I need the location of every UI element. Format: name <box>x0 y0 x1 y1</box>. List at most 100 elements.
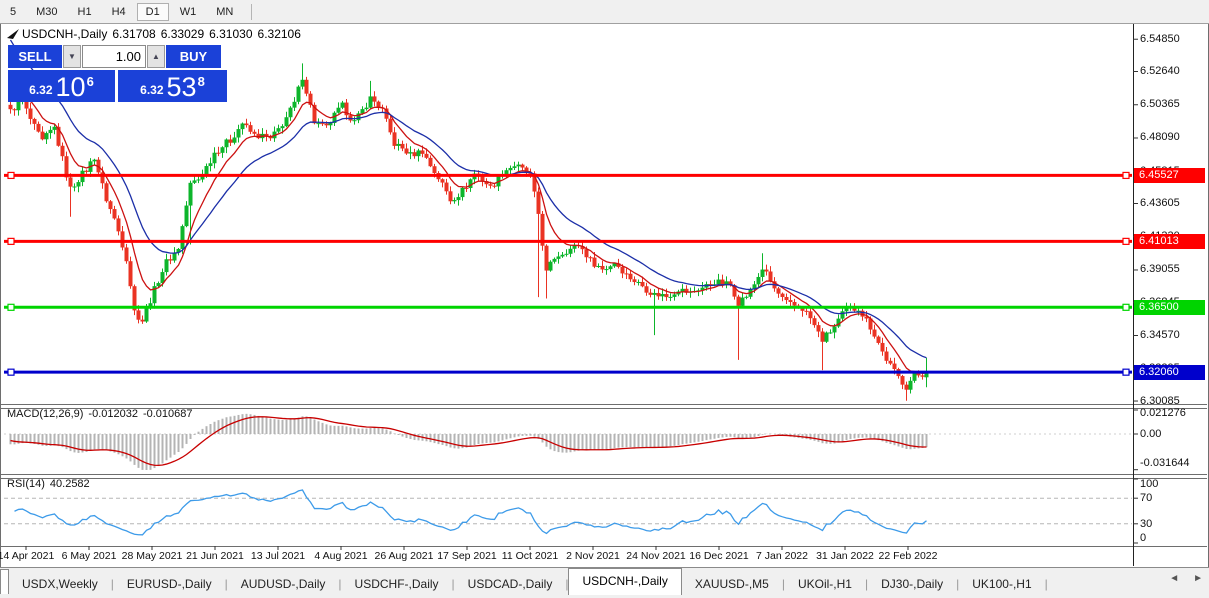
macd-signal-value: -0.010687 <box>142 408 193 420</box>
rsi-axis-label: 30 <box>1140 517 1153 530</box>
date-tick-label: 13 Jul 2021 <box>250 550 306 562</box>
date-tick-label: 16 Dec 2021 <box>689 550 749 562</box>
macd-axis-label: -0.031644 <box>1140 457 1190 469</box>
volume-increase-button[interactable]: ▲ <box>147 45 165 68</box>
chart-tab-bar: USDX,Weekly | EURUSD-,Daily | AUDUSD-,Daily |… <box>0 567 1209 598</box>
chart-symbol-period: USDCNH-,Daily <box>22 27 108 41</box>
macd-main-value: -0.012032 <box>88 408 138 420</box>
macd-name: MACD(12,26,9) <box>7 408 84 420</box>
date-tick-label: 24 Nov 2021 <box>626 550 686 562</box>
timeframe-toolbar: 5 M30 H1 H4 D1 W1 MN <box>0 0 1209 24</box>
tab-xauusd-m5[interactable]: XAUUSD-,M5 <box>694 576 769 591</box>
price-tick-label: 6.30085 <box>1140 394 1180 407</box>
triangle-down-icon: ▼ <box>68 52 76 61</box>
tab-usdchf-daily[interactable]: USDCHF-,Daily <box>354 576 439 591</box>
date-tick-label: 7 Jan 2022 <box>756 550 808 562</box>
price-tick-label: 6.54850 <box>1140 32 1180 45</box>
buy-price-box[interactable]: 6.32 53 8 <box>118 70 227 102</box>
tab-audusd-daily[interactable]: AUDUSD-,Daily <box>240 576 326 591</box>
sell-price-pip: 6 <box>86 74 94 89</box>
price-tick-label: 6.39055 <box>1140 263 1180 276</box>
tab-separator: | <box>781 576 785 591</box>
ohlc-high: 6.33029 <box>160 27 205 41</box>
ohlc-close: 6.32106 <box>257 27 301 41</box>
buy-price-pip: 8 <box>197 74 205 89</box>
pane-splitter[interactable] <box>1 404 1207 409</box>
price-tick-label: 6.48090 <box>1140 131 1180 144</box>
sell-price-prefix: 6.32 <box>29 83 53 97</box>
rsi-pane[interactable] <box>2 477 1133 546</box>
level-price-label: 6.45527 <box>1134 167 1205 183</box>
chart-ohlc-header: USDCNH-,Daily 6.31708 6.33029 6.31030 6.3210… <box>22 27 306 41</box>
time-axis-divider <box>1 546 1207 547</box>
toolbar-separator <box>251 3 253 20</box>
tab-scroll-right-icon[interactable]: ► <box>1193 573 1203 584</box>
tab-ukoil-h1[interactable]: UKOil-,H1 <box>797 576 852 591</box>
tab-uk100-h1[interactable]: UK100-,H1 <box>972 576 1032 591</box>
timeframe-button-w1[interactable]: W1 <box>179 5 197 18</box>
buy-price-prefix: 6.32 <box>140 83 164 97</box>
rsi-name: RSI(14) <box>7 478 45 490</box>
date-tick-label: 31 Jan 2022 <box>816 550 874 562</box>
tab-dj30-daily[interactable]: DJ30-,Daily <box>881 576 944 591</box>
date-tick-label: 4 Aug 2021 <box>314 550 368 562</box>
ohlc-open: 6.31708 <box>112 27 156 41</box>
macd-label: MACD(12,26,9) -0.012032 -0.010687 <box>7 408 198 420</box>
tab-separator: | <box>864 576 869 591</box>
buy-price-big: 53 <box>166 72 197 102</box>
date-tick-label: 14 Apr 2021 <box>0 550 55 562</box>
sell-price-box[interactable]: 6.32 10 6 <box>8 70 115 102</box>
tab-usdcad-daily[interactable]: USDCAD-,Daily <box>467 576 553 591</box>
date-tick-label: 11 Oct 2021 <box>501 550 559 562</box>
date-tick-label: 6 May 2021 <box>61 550 117 562</box>
volume-decrease-button[interactable]: ▼ <box>63 45 81 68</box>
date-tick-label: 26 Aug 2021 <box>374 550 434 562</box>
rsi-axis-label: 100 <box>1140 478 1159 490</box>
tab-scroll-controls: ◄ ► <box>1169 573 1203 584</box>
price-tick-label: 6.43605 <box>1140 197 1180 209</box>
price-tick-label: 6.52640 <box>1140 65 1180 77</box>
level-price-label: 6.36500 <box>1134 299 1205 315</box>
level-price-label: 6.41013 <box>1134 233 1205 249</box>
rsi-axis-label: 70 <box>1140 492 1153 505</box>
tab-stub <box>0 569 9 594</box>
price-tick-label: 6.50365 <box>1140 98 1180 111</box>
date-tick-label: 22 Feb 2022 <box>878 550 938 562</box>
tab-separator: | <box>1044 576 1048 591</box>
date-tick-label: 28 May 2021 <box>121 550 183 562</box>
triangle-up-icon: ▲ <box>152 52 160 61</box>
tab-eurusd-daily[interactable]: EURUSD-,Daily <box>126 576 212 591</box>
tab-separator: | <box>224 576 228 591</box>
timeframe-button-h1[interactable]: H1 <box>77 5 92 18</box>
price-axis-divider <box>1133 24 1134 566</box>
macd-axis-label: 0.00 <box>1140 428 1162 440</box>
ohlc-low: 6.31030 <box>209 27 253 41</box>
timeframe-button-m30[interactable]: M30 <box>36 5 58 18</box>
sell-price-big: 10 <box>55 72 86 102</box>
buy-button[interactable]: BUY <box>166 45 221 68</box>
timeframe-button-d1[interactable]: D1 <box>136 2 169 21</box>
macd-axis-label: 0.021276 <box>1140 407 1186 419</box>
tab-usdcnh-daily[interactable]: USDCNH-,Daily <box>568 568 682 595</box>
volume-input[interactable] <box>82 45 146 68</box>
sell-button[interactable]: SELL <box>8 45 62 68</box>
tab-separator: | <box>110 576 114 591</box>
tab-usdx-weekly[interactable]: USDX,Weekly <box>22 576 98 591</box>
price-tick-label: 6.34570 <box>1140 329 1180 341</box>
tab-separator: | <box>565 576 569 591</box>
date-tick-label: 17 Sep 2021 <box>437 550 497 562</box>
timeframe-button-h4[interactable]: H4 <box>111 5 126 18</box>
rsi-value: 40.2582 <box>49 478 90 490</box>
rsi-axis-label: 0 <box>1140 532 1147 544</box>
tab-separator: | <box>338 576 342 591</box>
date-tick-label: 21 Jun 2021 <box>186 550 244 562</box>
level-price-label: 6.32060 <box>1134 364 1205 380</box>
date-tick-label: 2 Nov 2021 <box>566 550 620 562</box>
tab-separator: | <box>956 576 960 591</box>
rsi-label: RSI(14) 40.2582 <box>7 478 95 490</box>
timeframe-button-5[interactable]: 5 <box>10 5 17 18</box>
tab-scroll-left-icon[interactable]: ◄ <box>1169 573 1180 584</box>
tab-separator: | <box>451 576 455 591</box>
timeframe-button-mn[interactable]: MN <box>216 5 234 18</box>
pane-splitter[interactable] <box>1 474 1207 479</box>
